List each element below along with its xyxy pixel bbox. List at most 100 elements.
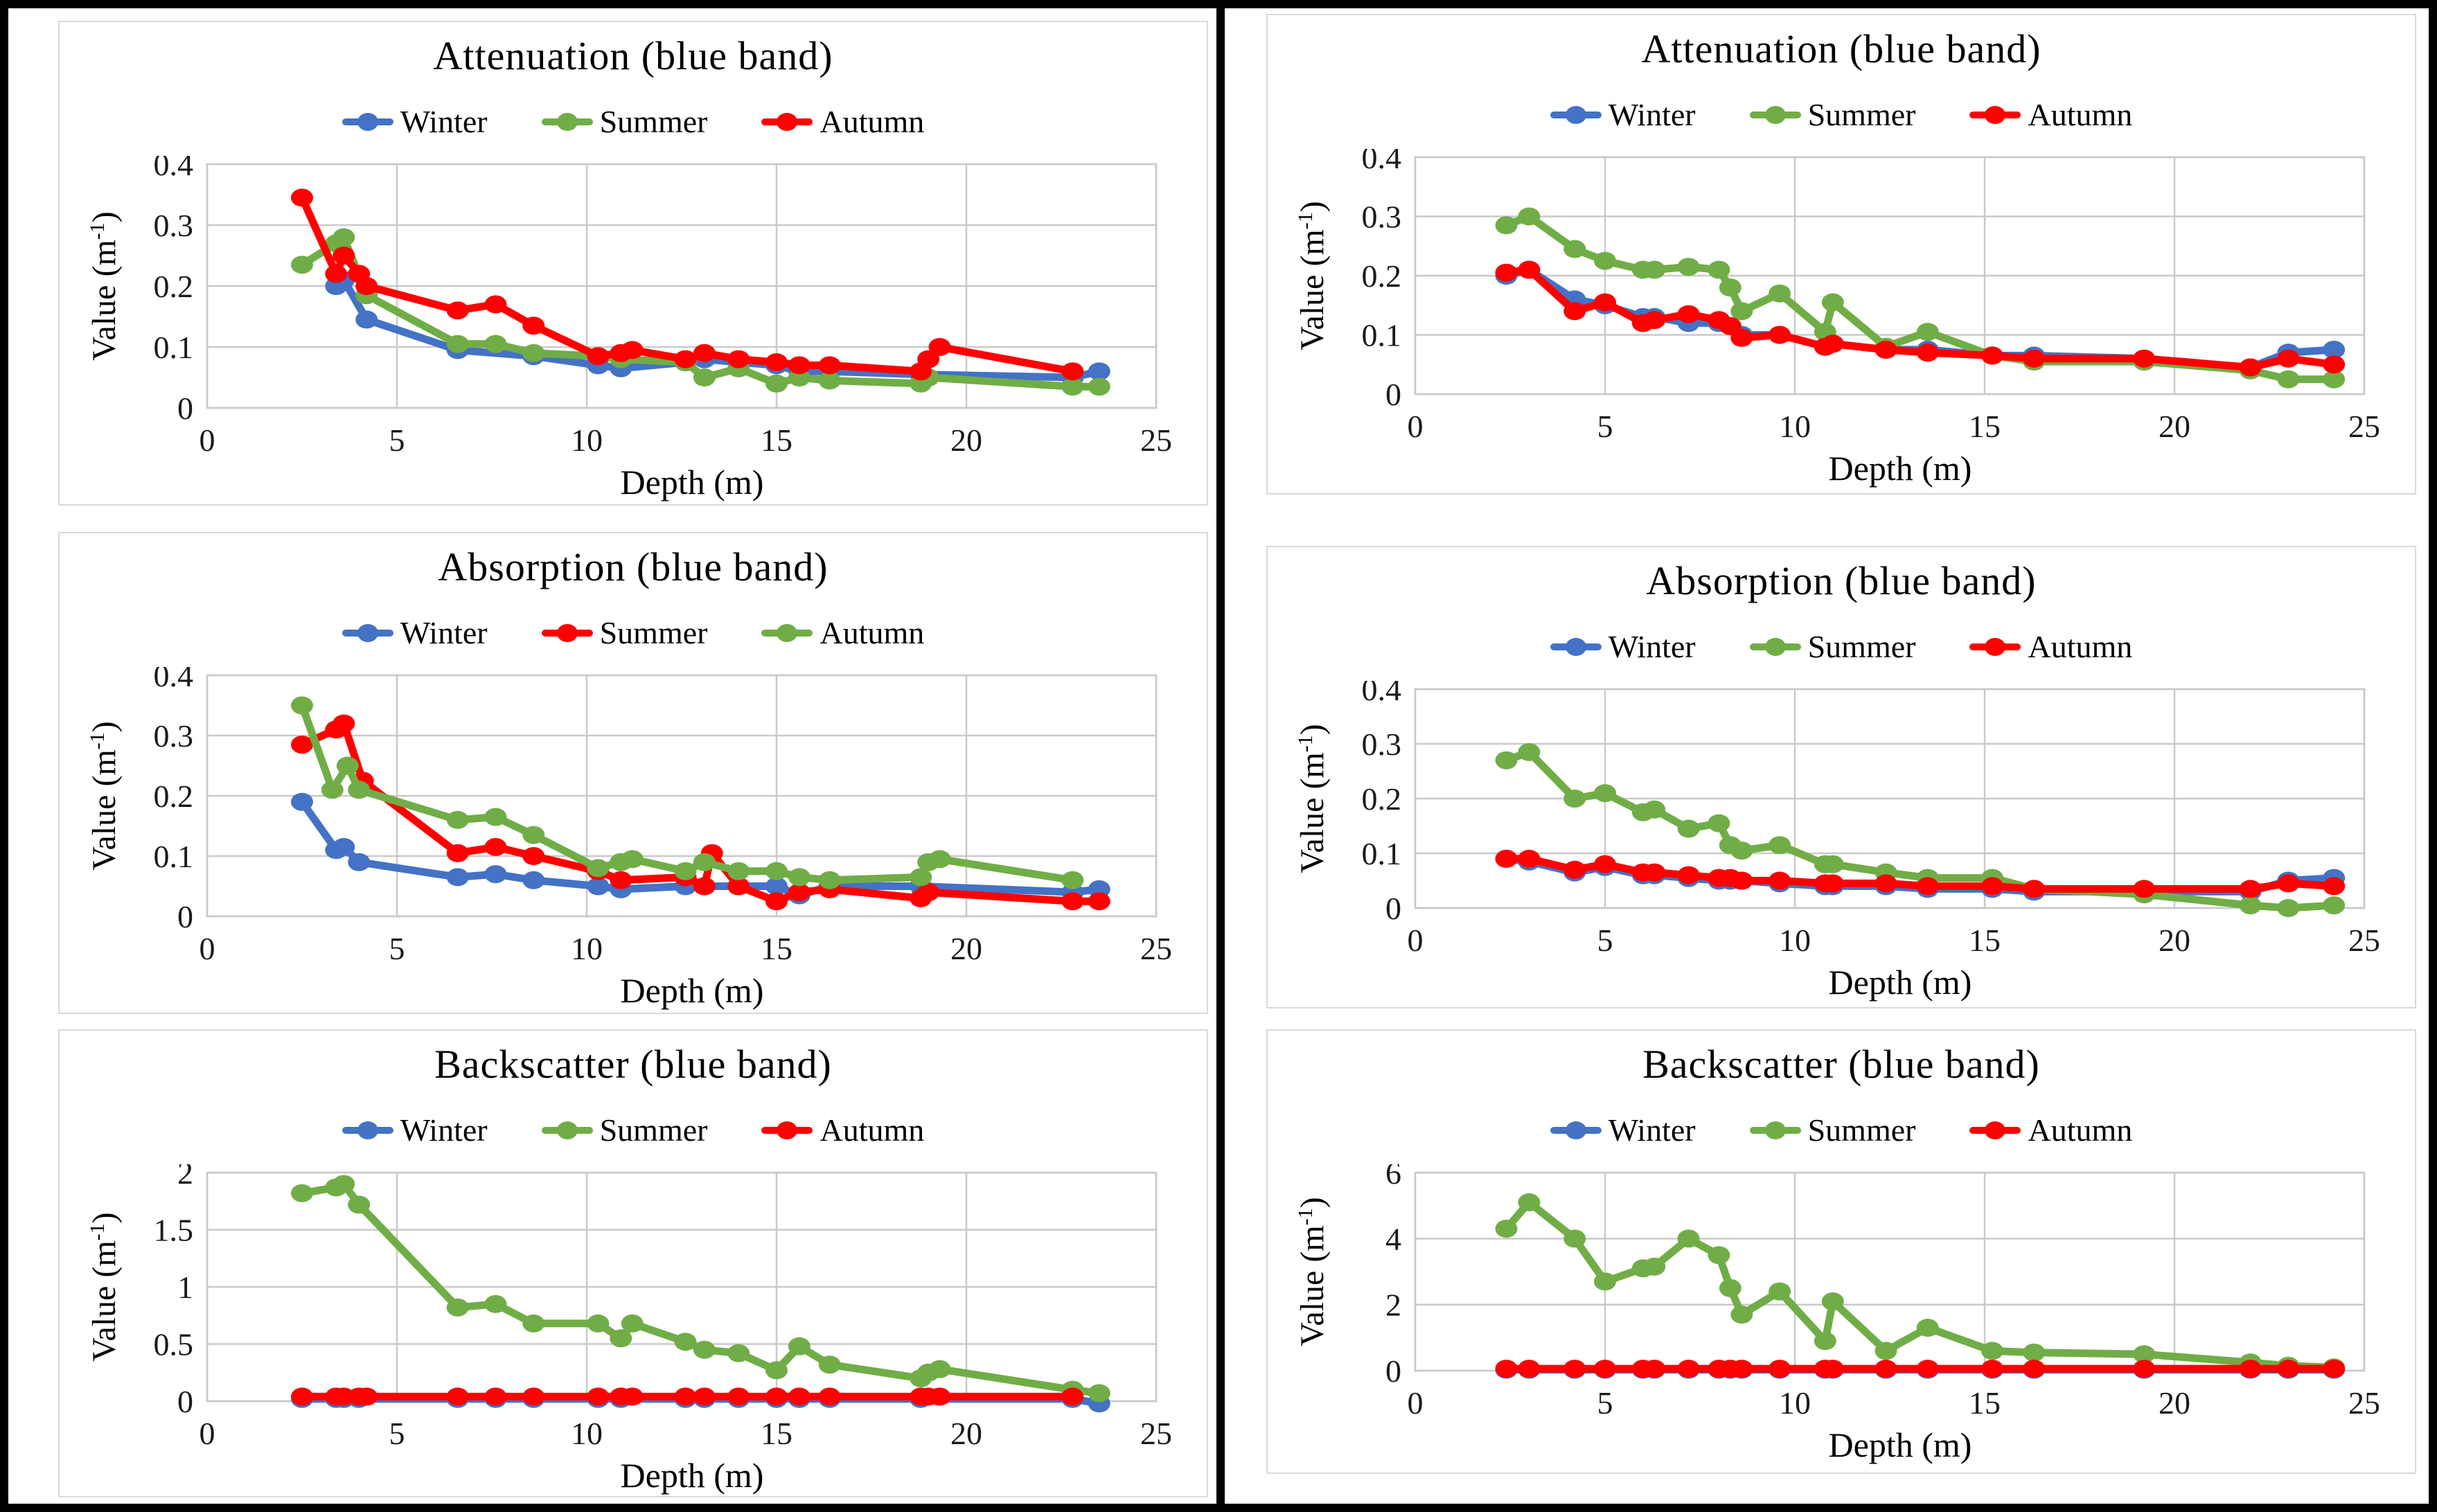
winter-series-marker bbox=[1550, 1121, 1602, 1139]
legend-item-winter: Winter bbox=[1550, 96, 1696, 133]
winter-series-dot bbox=[1565, 637, 1586, 656]
chart-panel-backscatter-right: Backscatter (blue band) Winter Summer Au… bbox=[1266, 1029, 2416, 1474]
svg-text:0.2: 0.2 bbox=[154, 269, 194, 304]
chart-panel-backscatter-left: Backscatter (blue band) Winter Summer Au… bbox=[58, 1029, 1208, 1497]
svg-text:2: 2 bbox=[177, 1164, 193, 1191]
legend-label-winter: Winter bbox=[1608, 628, 1696, 664]
legend-label-winter: Winter bbox=[1608, 96, 1696, 132]
svg-text:0.4: 0.4 bbox=[154, 667, 194, 693]
absorption-left-plot: 0 0.1 0.2 0.3 0.4 0 5 10 15 20 25 Value (m-1) bbox=[86, 667, 1173, 966]
svg-text:0.2: 0.2 bbox=[154, 779, 194, 814]
autumn-series-marker bbox=[1969, 637, 2021, 656]
svg-text:20: 20 bbox=[2159, 1385, 2190, 1421]
svg-text:0.3: 0.3 bbox=[1362, 199, 1402, 235]
svg-text:0.1: 0.1 bbox=[154, 839, 194, 874]
chart-title: Absorption (blue band) bbox=[438, 544, 828, 589]
winter-series-marker bbox=[1550, 637, 1602, 656]
legend-label-winter: Winter bbox=[400, 103, 488, 139]
legend-item-winter: Winter bbox=[342, 615, 488, 651]
legend-item-summer: Summer bbox=[541, 1112, 707, 1148]
svg-text:20: 20 bbox=[2159, 409, 2190, 444]
legend-label-autumn: Autumn bbox=[819, 1112, 925, 1148]
legend-item-autumn: Autumn bbox=[1969, 1112, 2133, 1148]
svg-text:0.5: 0.5 bbox=[154, 1327, 194, 1362]
svg-text:1: 1 bbox=[177, 1270, 193, 1305]
x-axis-title: Depth (m) bbox=[1828, 963, 1972, 1002]
summer-series-marker bbox=[541, 112, 593, 131]
autumn-series-marker bbox=[761, 1121, 813, 1139]
svg-text:0.1: 0.1 bbox=[1362, 318, 1402, 353]
winter-series-marker bbox=[342, 112, 393, 131]
legend-label-summer: Summer bbox=[1807, 1112, 1916, 1148]
svg-text:15: 15 bbox=[761, 1416, 792, 1451]
winter-series-dot bbox=[1565, 1121, 1586, 1139]
attenuation-left-plot: 0 0.1 0.2 0.3 0.4 0 5 10 15 20 25 Value (m-1) bbox=[86, 156, 1173, 458]
svg-text:25: 25 bbox=[1140, 423, 1172, 458]
autumn-series-dot bbox=[1985, 105, 2006, 124]
chart-panel-attenuation-right: Attenuation (blue band) Winter Summer Au… bbox=[1266, 14, 2416, 495]
svg-text:5: 5 bbox=[389, 931, 405, 966]
svg-text:5: 5 bbox=[389, 423, 405, 458]
svg-text:5: 5 bbox=[1597, 1385, 1613, 1421]
absorption-right-plot: 0 0.1 0.2 0.3 0.4 0 5 10 15 20 25 Value (m-1) bbox=[1294, 681, 2381, 958]
svg-text:Value (m-1): Value (m-1) bbox=[1294, 1197, 1331, 1346]
legend-label-autumn: Autumn bbox=[819, 103, 925, 139]
svg-text:0: 0 bbox=[177, 899, 193, 934]
legend-item-summer: Summer bbox=[1749, 97, 1915, 133]
svg-text:5: 5 bbox=[1597, 923, 1613, 958]
autumn-series-marker bbox=[761, 112, 813, 131]
autumn-series-marker bbox=[761, 623, 813, 642]
legend-label-autumn: Autumn bbox=[2028, 628, 2133, 664]
legend-label-autumn: Autumn bbox=[2028, 1112, 2133, 1148]
summer-series-marker bbox=[1749, 105, 1801, 124]
legend-item-winter: Winter bbox=[1550, 1112, 1696, 1148]
svg-text:0: 0 bbox=[177, 1384, 193, 1419]
svg-text:20: 20 bbox=[950, 931, 982, 966]
summer-series-marker bbox=[541, 1121, 593, 1139]
svg-text:10: 10 bbox=[571, 931, 603, 966]
column-divider bbox=[1216, 0, 1225, 1512]
svg-text:0.3: 0.3 bbox=[154, 208, 194, 243]
chart-legend: Winter Summer Autumn bbox=[1550, 1112, 2133, 1148]
legend-item-autumn: Autumn bbox=[761, 103, 925, 140]
chart-title: Attenuation (blue band) bbox=[1641, 26, 2041, 71]
autumn-series-marker bbox=[1969, 105, 2021, 124]
svg-text:0.3: 0.3 bbox=[154, 718, 194, 754]
summer-series-marker bbox=[541, 623, 593, 642]
winter-series-marker bbox=[1550, 105, 1602, 124]
svg-text:0: 0 bbox=[1408, 923, 1424, 958]
svg-text:0: 0 bbox=[1385, 1353, 1401, 1389]
x-axis-title: Depth (m) bbox=[1828, 449, 1972, 488]
autumn-series-dot bbox=[1985, 637, 2006, 656]
legend-item-summer: Summer bbox=[541, 615, 707, 651]
svg-text:25: 25 bbox=[2348, 1385, 2380, 1421]
summer-series-dot bbox=[1764, 105, 1786, 124]
winter-series-dot bbox=[357, 112, 378, 131]
svg-text:5: 5 bbox=[1597, 409, 1613, 444]
winter-series-dot bbox=[357, 623, 378, 642]
svg-text:Value (m-1): Value (m-1) bbox=[86, 211, 123, 361]
svg-text:10: 10 bbox=[1779, 1385, 1811, 1421]
svg-text:0: 0 bbox=[200, 423, 215, 458]
autumn-series-dot bbox=[777, 1121, 798, 1139]
winter-series-dot bbox=[357, 1121, 378, 1139]
legend-item-summer: Summer bbox=[1749, 1112, 1916, 1148]
summer-series-dot bbox=[1764, 637, 1786, 656]
chart-panel-absorption-left: Absorption (blue band) Winter Summer Aut… bbox=[58, 532, 1208, 1014]
summer-series-dot bbox=[556, 112, 578, 131]
legend-item-autumn: Autumn bbox=[761, 1112, 925, 1148]
svg-text:0.2: 0.2 bbox=[1362, 781, 1402, 817]
chart-title: Attenuation (blue band) bbox=[433, 33, 833, 78]
chart-title: Backscatter (blue band) bbox=[1642, 1042, 2040, 1087]
chart-legend: Winter Summer Autumn bbox=[1550, 628, 2133, 665]
legend-item-autumn: Autumn bbox=[761, 615, 924, 651]
autumn-series-dot bbox=[1985, 1121, 2006, 1139]
svg-text:0.4: 0.4 bbox=[1362, 681, 1402, 707]
legend-label-summer: Summer bbox=[1807, 628, 1916, 664]
svg-text:0: 0 bbox=[200, 931, 215, 966]
svg-text:20: 20 bbox=[950, 1416, 982, 1451]
legend-item-winter: Winter bbox=[342, 103, 488, 140]
svg-text:6: 6 bbox=[1385, 1164, 1401, 1191]
